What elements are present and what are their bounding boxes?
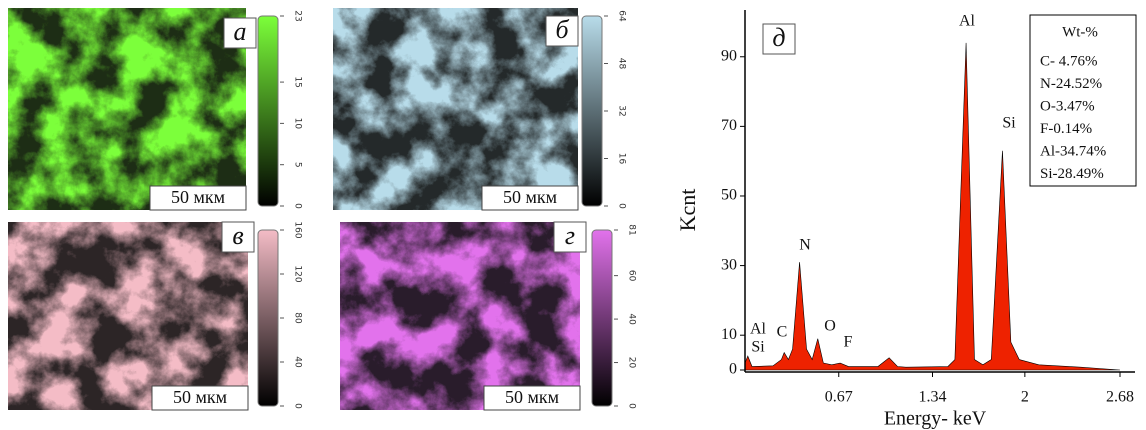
colorbar-tick-label: 40 [293,356,303,368]
colorbar-tick-label: 0 [627,403,637,409]
colorbar-tick-label: 160 [293,221,303,238]
x-tick-label: 0.67 [825,389,853,406]
peak-label: C [777,324,788,341]
wt-line: N-24.52% [1040,76,1102,92]
map-signal [340,222,580,410]
peak-label: O [824,318,836,335]
colorbar-tick-label: 81 [627,224,637,235]
wt-title: Wt-% [1062,24,1098,40]
colorbar-tick-label: 5 [293,162,303,168]
map-signal [8,222,248,410]
panel-label: г [565,221,575,250]
colorbar-tick-label: 32 [617,105,627,116]
colorbar-tick-label: 0 [617,203,627,209]
colorbar-tick-label: 20 [627,357,637,369]
panel-label: д [772,23,785,52]
colorbar-tick-label: 23 [293,10,303,21]
x-axis-label: Energy- keV [884,408,987,430]
y-tick-label: 0 [729,361,737,378]
panel-label: а [234,17,247,46]
colorbar-tick-label: 16 [617,153,627,165]
colorbar [592,230,612,406]
y-tick-label: 30 [721,256,737,273]
panel-label: в [232,221,243,250]
colorbar-tick-label: 40 [627,313,637,325]
wt-line: F-0.14% [1040,121,1092,137]
y-tick-label: 70 [721,117,737,134]
colorbar-tick-label: 60 [627,270,637,282]
scale-bar-label: 50 мкм [503,187,557,207]
peak-label: F [844,334,853,351]
scale-bar-label: 50 мкм [173,387,227,407]
peak-label: Si [751,339,765,356]
peak-label: N [799,237,811,254]
colorbar-tick-label: 48 [617,58,627,70]
map-signal [8,8,246,210]
colorbar-tick-label: 80 [293,312,303,324]
colorbar-tick-label: 0 [293,403,303,409]
figure: а 50 мкм 0 5 10 15 23 б 50 мкм 0 16 32 48 64 в 50 мкм 0 4… [0,0,1146,430]
y-tick-label: 50 [721,187,737,204]
scale-bar-label: 50 мкм [505,387,559,407]
x-tick-label: 2 [1021,389,1029,406]
colorbar-tick-label: 10 [293,118,303,130]
panel-label: б [555,15,569,44]
y-axis-label: Kcnt [675,189,700,232]
wt-line: Al-34.74% [1040,143,1106,159]
colorbar-tick-label: 0 [293,203,303,209]
y-tick-label: 90 [721,47,737,64]
x-tick-label: 2.68 [1106,389,1134,406]
colorbar [258,230,278,406]
y-tick-label: 10 [721,326,737,343]
peak-label: Si [1002,115,1016,132]
wt-line: O-3.47% [1040,98,1095,114]
colorbar-tick-label: 15 [293,76,303,87]
x-tick-label: 1.34 [919,389,947,406]
colorbar [258,16,278,206]
colorbar [582,16,602,206]
wt-line: C- 4.76% [1040,53,1098,69]
peak-label: Al [750,321,767,338]
scale-bar-label: 50 мкм [171,187,225,207]
peak-label: Al [959,13,976,30]
colorbar-tick-label: 120 [293,265,303,282]
colorbar-tick-label: 64 [617,10,627,22]
wt-line: Si-28.49% [1040,166,1104,182]
map-signal [333,8,578,210]
